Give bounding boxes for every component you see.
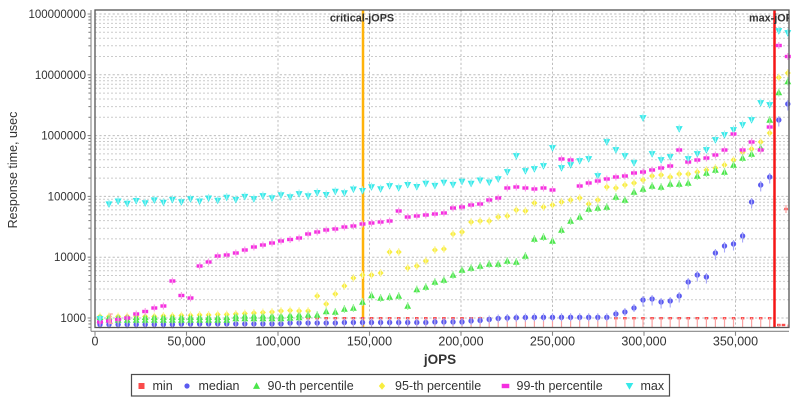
svg-text:min: min <box>153 379 173 393</box>
svg-text:median: median <box>199 379 240 393</box>
svg-text:90-th percentile: 90-th percentile <box>268 379 354 393</box>
svg-text:100000: 100000 <box>48 191 86 203</box>
svg-text:95-th percentile: 95-th percentile <box>395 379 481 393</box>
svg-text:300,000: 300,000 <box>621 335 666 349</box>
svg-text:critical-jOPS: critical-jOPS <box>330 13 394 25</box>
svg-text:jOPS: jOPS <box>423 352 456 367</box>
svg-text:1000: 1000 <box>60 313 86 325</box>
svg-text:1000000: 1000000 <box>41 131 86 143</box>
svg-text:50,000: 50,000 <box>167 335 205 349</box>
svg-text:max: max <box>641 379 665 393</box>
svg-text:max-jOPS: max-jOPS <box>749 13 800 25</box>
svg-text:10000: 10000 <box>54 252 86 264</box>
svg-text:350,000: 350,000 <box>713 335 758 349</box>
svg-text:100000000: 100000000 <box>28 9 86 21</box>
svg-text:99-th percentile: 99-th percentile <box>517 379 603 393</box>
svg-text:100,000: 100,000 <box>255 335 300 349</box>
svg-text:0: 0 <box>92 335 99 349</box>
svg-text:200,000: 200,000 <box>438 335 483 349</box>
svg-text:250,000: 250,000 <box>530 335 575 349</box>
svg-text:10000000: 10000000 <box>35 70 86 82</box>
svg-text:Response time, usec: Response time, usec <box>6 112 20 229</box>
svg-text:150,000: 150,000 <box>347 335 392 349</box>
